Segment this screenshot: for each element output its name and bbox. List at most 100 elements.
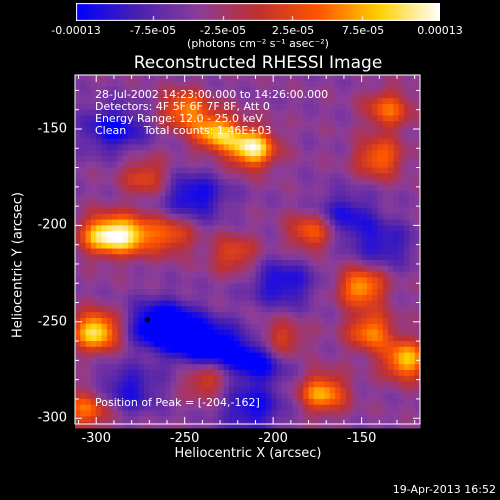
heatmap-cell xyxy=(393,410,400,417)
heatmap-cell xyxy=(329,248,336,255)
heatmap-cell xyxy=(324,300,331,307)
heatmap-cell xyxy=(191,121,198,128)
heatmap-cell xyxy=(117,219,124,226)
heatmap-cell xyxy=(303,190,310,198)
heatmap-cell xyxy=(170,167,177,174)
heatmap-cell xyxy=(228,219,235,226)
heatmap-cell xyxy=(308,312,315,319)
heatmap-cell xyxy=(175,92,182,99)
heatmap-cell xyxy=(297,161,304,169)
heatmap-cell xyxy=(351,416,357,423)
heatmap-cell xyxy=(144,92,150,99)
heatmap-cell xyxy=(117,144,124,151)
heatmap-cell xyxy=(250,196,257,203)
heatmap-cell xyxy=(340,109,347,117)
heatmap-cell xyxy=(122,190,129,198)
heatmap-cell xyxy=(138,370,145,377)
heatmap-cell xyxy=(292,219,299,226)
heatmap-cell xyxy=(292,127,299,134)
heatmap-cell xyxy=(266,150,272,157)
heatmap-cell xyxy=(144,306,150,313)
heatmap-cell xyxy=(112,179,119,186)
heatmap-cell xyxy=(276,196,283,203)
heatmap-cell xyxy=(329,346,336,354)
heatmap-cell xyxy=(244,260,251,267)
heatmap-cell xyxy=(85,277,92,284)
heatmap-cell xyxy=(335,289,341,296)
heatmap-cell xyxy=(213,393,219,400)
heatmap-cell xyxy=(303,132,310,140)
heatmap-cell xyxy=(324,98,331,105)
heatmap-cell xyxy=(128,75,134,82)
heatmap-cell xyxy=(90,144,97,151)
heatmap-cell xyxy=(404,103,410,111)
heatmap-cell xyxy=(366,346,373,354)
heatmap-cell xyxy=(202,370,209,377)
heatmap-cell xyxy=(90,289,97,296)
heatmap-cell xyxy=(287,271,294,279)
heatmap-cell xyxy=(319,98,326,105)
heatmap-cell xyxy=(377,103,384,111)
heatmap-cell xyxy=(223,358,230,365)
heatmap-cell xyxy=(292,277,299,284)
heatmap-cell xyxy=(266,352,272,360)
heatmap-cell xyxy=(335,271,341,279)
heatmap-cell xyxy=(96,161,103,169)
heatmap-cell xyxy=(266,103,272,111)
heatmap-cell xyxy=(409,265,416,273)
heatmap-cell xyxy=(308,196,315,203)
heatmap-cell xyxy=(282,127,288,134)
heatmap-cell xyxy=(181,410,188,417)
heatmap-cell xyxy=(75,341,81,348)
heatmap-cell xyxy=(372,167,379,174)
heatmap-cell xyxy=(345,213,352,221)
heatmap-cell xyxy=(106,323,113,331)
heatmap-cell xyxy=(303,86,310,93)
heatmap-cell xyxy=(398,103,405,111)
heatmap-cell xyxy=(393,219,400,226)
heatmap-cell xyxy=(388,236,395,244)
heatmap-cell xyxy=(128,422,134,429)
heatmap-cell xyxy=(133,144,140,151)
heatmap-cell xyxy=(366,127,373,134)
heatmap-cell xyxy=(250,410,257,417)
heatmap-cell xyxy=(292,381,299,388)
heatmap-cell xyxy=(133,271,140,279)
heatmap-cell xyxy=(175,179,182,186)
heatmap-cell xyxy=(138,184,145,192)
heatmap-cell xyxy=(319,265,326,273)
heatmap-cell xyxy=(260,312,267,319)
heatmap-cell xyxy=(85,179,92,186)
heatmap-cell xyxy=(85,346,92,354)
heatmap-cell xyxy=(128,98,134,105)
heatmap-cell xyxy=(308,375,315,383)
heatmap-cell xyxy=(297,219,304,226)
heatmap-cell xyxy=(213,242,219,250)
heatmap-cell xyxy=(202,115,209,122)
x-tick-label: -200 xyxy=(258,431,288,446)
heatmap-cell xyxy=(393,265,400,273)
heatmap-cell xyxy=(122,92,129,99)
heatmap-cell xyxy=(213,283,219,290)
heatmap-cell xyxy=(266,393,272,400)
heatmap-cell xyxy=(303,219,310,226)
heatmap-cell xyxy=(213,381,219,388)
heatmap-cell xyxy=(404,317,410,325)
heatmap-cell xyxy=(133,138,140,146)
heatmap-cell xyxy=(144,109,150,117)
heatmap-cell xyxy=(244,294,251,302)
heatmap-cell xyxy=(345,393,352,400)
heatmap-cell xyxy=(239,346,246,354)
heatmap-cell xyxy=(101,352,108,360)
heatmap-cell xyxy=(191,190,198,198)
heatmap-cell xyxy=(282,196,288,203)
heatmap-cell xyxy=(106,208,113,215)
heatmap-cell xyxy=(335,167,341,174)
heatmap-cell xyxy=(356,161,363,169)
heatmap-cell xyxy=(191,254,198,261)
heatmap-cell xyxy=(266,370,272,377)
heatmap-cell xyxy=(244,393,251,400)
heatmap-cell xyxy=(122,312,129,319)
heatmap-cell xyxy=(144,265,150,273)
heatmap-cell xyxy=(313,109,320,117)
